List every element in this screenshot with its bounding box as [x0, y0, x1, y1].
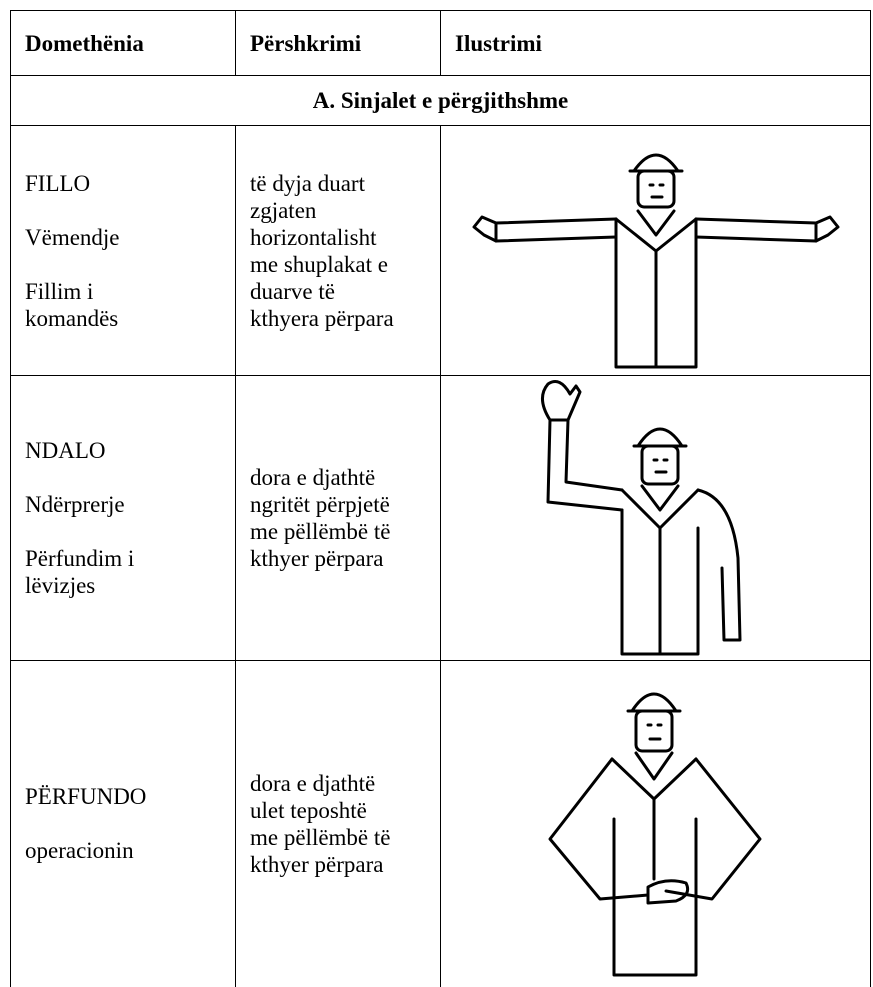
line: operacionin: [25, 838, 134, 864]
line: Fillim i: [25, 278, 94, 304]
line: lëvizjes: [25, 573, 96, 598]
line: zgjaten: [250, 197, 317, 223]
line: kthyer përpara: [250, 851, 384, 877]
header-cell: Ilustrimi: [440, 10, 871, 76]
line: komandës: [25, 305, 119, 331]
section-title: A. Sinjalet e përgjithshme: [10, 75, 871, 126]
row: NDALO Ndërprerje Përfundim i lëvizjes dor…: [10, 375, 871, 661]
line: kthyera përpara: [250, 305, 394, 331]
row: FILLO Vëmendje Fillim i komandës të dyja …: [10, 125, 871, 376]
line: Ndërprerje: [25, 492, 125, 517]
description-cell: dora e djathtë ngritët përpjetë me pëllë…: [235, 375, 441, 661]
meaning: PËRFUNDO: [25, 783, 221, 810]
signal-table: Domethënia Përshkrimi Ilustrimi A. Sinja…: [10, 10, 871, 987]
line: të dyja duart: [250, 170, 365, 196]
line: ulet teposhtë: [250, 797, 367, 823]
illustration-cell: [440, 125, 871, 376]
row: PËRFUNDO operacionin dora e djathtë ulet…: [10, 660, 871, 987]
meaning: FILLO: [25, 170, 221, 197]
meaning: Vëmendje: [25, 224, 221, 251]
line: ngritët përpjetë: [250, 492, 390, 517]
section-row: A. Sinjalet e përgjithshme: [10, 75, 871, 126]
illustration: [472, 153, 839, 368]
line: Përfundim i: [25, 546, 135, 571]
meaning-cell: NDALO Ndërprerje Përfundim i lëvizjes: [10, 375, 236, 661]
header-cell: Përshkrimi: [235, 10, 441, 76]
meaning: Ndërprerje: [25, 491, 221, 518]
meaning-cell: FILLO Vëmendje Fillim i komandës: [10, 125, 236, 376]
description-cell: dora e djathtë ulet teposhtë me pëllëmbë…: [235, 660, 441, 987]
meaning: operacionin: [25, 837, 221, 864]
meaning-cell: PËRFUNDO operacionin: [10, 660, 236, 987]
line: Vëmendje: [25, 224, 120, 250]
line: me pëllëmbë të: [250, 824, 391, 850]
line: dora e djathtë: [250, 465, 376, 490]
header-row: Domethënia Përshkrimi Ilustrimi: [10, 10, 871, 76]
illustration-cell: [440, 375, 871, 661]
illustration: [548, 692, 761, 977]
line: dora e djathtë: [250, 770, 376, 796]
line: me pëllëmbë të: [250, 519, 391, 544]
line: NDALO: [25, 438, 106, 463]
line: FILLO: [25, 170, 91, 196]
meaning: NDALO: [25, 437, 221, 464]
description-cell: të dyja duart zgjaten horizontalisht me …: [235, 125, 441, 376]
header-cell: Domethënia: [10, 10, 236, 76]
meaning: Përfundim i lëvizjes: [25, 545, 221, 599]
line: PËRFUNDO: [25, 784, 147, 810]
line: duarve të: [250, 278, 335, 304]
illustration-cell: [440, 660, 871, 987]
line: horizontalisht: [250, 224, 377, 250]
line: kthyer përpara: [250, 546, 384, 571]
line: me shuplakat e: [250, 251, 388, 277]
meaning: Fillim i komandës: [25, 278, 221, 332]
illustration: [540, 380, 741, 656]
